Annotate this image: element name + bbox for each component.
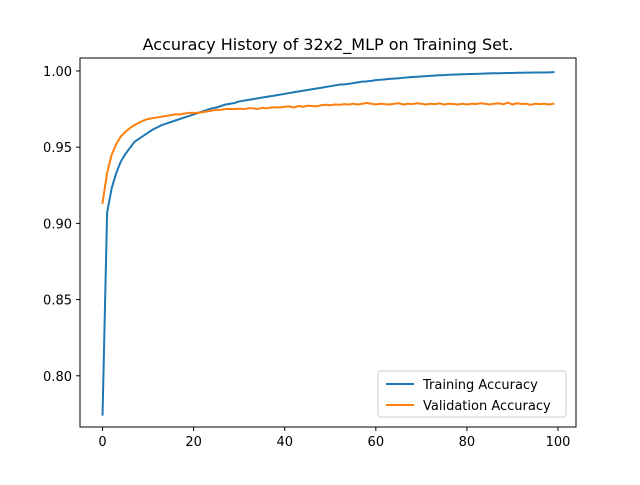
axes-frame xyxy=(79,57,577,428)
legend-label-validation-accuracy: Validation Accuracy xyxy=(423,399,551,414)
legend-box xyxy=(377,370,567,418)
x-tick-label: 60 xyxy=(368,435,385,450)
axes: 0 20 40 60 80 100 0.80 0.85 0.90 0.95 1.00 xyxy=(43,57,577,450)
chart-title: Accuracy History of 32x2_MLP on Training… xyxy=(143,35,514,55)
x-tick-label: 80 xyxy=(459,435,476,450)
legend: Training Accuracy Validation Accuracy xyxy=(377,370,567,418)
x-tick-label: 100 xyxy=(546,435,571,450)
y-tick-label: 0.90 xyxy=(43,217,72,232)
series-line-validation-accuracy xyxy=(101,101,555,204)
x-tick-label: 0 xyxy=(98,435,106,450)
y-tick-label: 0.80 xyxy=(43,370,72,385)
x-tick-label: 40 xyxy=(276,435,293,450)
y-tick-label: 0.85 xyxy=(43,294,72,309)
y-tick-label: 0.95 xyxy=(43,141,72,156)
series-line-training-accuracy xyxy=(101,71,555,416)
legend-label-training-accuracy: Training Accuracy xyxy=(422,378,538,393)
plot-area xyxy=(101,71,555,416)
y-tick-label: 1.00 xyxy=(43,65,72,80)
x-tick-label: 20 xyxy=(185,435,202,450)
